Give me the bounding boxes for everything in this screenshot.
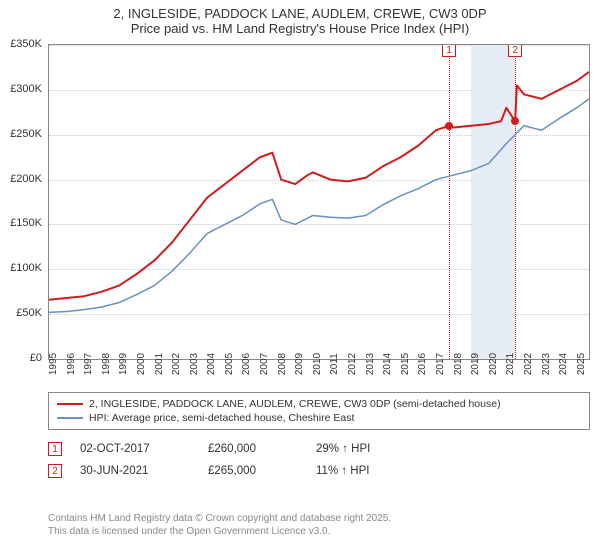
footer-line-1: Contains HM Land Registry data © Crown c… [48,512,590,525]
legend-label: 2, INGLESIDE, PADDOCK LANE, AUDLEM, CREW… [89,398,501,410]
y-tick-label: £350K [10,38,42,50]
x-tick-label: 2015 [400,353,411,375]
x-tick-label: 2008 [277,353,288,375]
x-axis: 1995199619971998199920002001200220032004… [48,360,590,384]
x-tick-label: 2014 [382,353,393,375]
x-tick-label: 2006 [241,353,252,375]
x-tick-label: 2024 [558,353,569,375]
y-tick-label: £200K [10,173,42,185]
page: 2, INGLESIDE, PADDOCK LANE, AUDLEM, CREW… [0,0,600,560]
x-tick-label: 1998 [101,353,112,375]
series-hpi [49,99,589,313]
legend: 2, INGLESIDE, PADDOCK LANE, AUDLEM, CREW… [48,392,590,430]
x-tick-label: 2007 [259,353,270,375]
sale-hpi-delta: 11% ↑ HPI [316,465,369,477]
legend-label: HPI: Average price, semi-detached house,… [89,412,354,424]
x-tick-label: 2004 [206,353,217,375]
plot-region: 12 [48,44,590,360]
x-tick-label: 2011 [329,353,340,375]
x-tick-label: 2003 [189,353,200,375]
x-tick-label: 2009 [294,353,305,375]
sale-price: £265,000 [208,465,298,477]
x-tick-label: 2019 [470,353,481,375]
y-tick-label: £100K [10,262,42,274]
sale-date: 30-JUN-2021 [80,465,190,477]
x-tick-label: 2001 [154,353,165,375]
x-tick-label: 2020 [488,353,499,375]
footer-line-2: This data is licensed under the Open Gov… [48,525,590,538]
title-block: 2, INGLESIDE, PADDOCK LANE, AUDLEM, CREW… [0,0,600,38]
x-tick-label: 2000 [136,353,147,375]
legend-swatch [57,403,83,405]
x-tick-label: 2012 [347,353,358,375]
x-tick-label: 2013 [365,353,376,375]
x-tick-label: 1995 [48,353,59,375]
title-line-1: 2, INGLESIDE, PADDOCK LANE, AUDLEM, CREW… [0,6,600,21]
x-tick-label: 2010 [312,353,323,375]
x-tick-label: 2016 [417,353,428,375]
y-tick-label: £300K [10,83,42,95]
sale-point [445,122,453,130]
legend-item-property: 2, INGLESIDE, PADDOCK LANE, AUDLEM, CREW… [57,397,581,411]
x-tick-label: 2005 [224,353,235,375]
sale-point [511,117,519,125]
legend-swatch [57,417,83,419]
sale-row-1: 1 02-OCT-2017 £260,000 29% ↑ HPI [48,438,590,460]
x-tick-label: 2022 [523,353,534,375]
x-tick-label: 2021 [505,353,516,375]
x-tick-label: 1996 [66,353,77,375]
sales-block: 1 02-OCT-2017 £260,000 29% ↑ HPI 2 30-JU… [48,438,590,482]
x-tick-label: 2018 [453,353,464,375]
series-svg [49,45,589,359]
y-tick-label: £150K [10,217,42,229]
sale-marker-icon: 2 [48,464,62,478]
x-tick-label: 1997 [83,353,94,375]
legend-item-hpi: HPI: Average price, semi-detached house,… [57,411,581,425]
sale-hpi-delta: 29% ↑ HPI [316,443,370,455]
x-tick-label: 2002 [171,353,182,375]
x-tick-label: 2023 [541,353,552,375]
sale-price: £260,000 [208,443,298,455]
footer: Contains HM Land Registry data © Crown c… [48,512,590,538]
title-line-2: Price paid vs. HM Land Registry's House … [0,21,600,36]
x-tick-label: 2017 [435,353,446,375]
chart-area: £0£50K£100K£150K£200K£250K£300K£350K 12 … [48,44,590,384]
y-tick-label: £0 [30,352,42,364]
x-tick-label: 2025 [576,353,587,375]
y-axis: £0£50K£100K£150K£200K£250K£300K£350K [0,44,44,360]
x-tick-label: 1999 [118,353,129,375]
sale-date: 02-OCT-2017 [80,443,190,455]
y-tick-label: £50K [16,307,42,319]
sale-marker-icon: 1 [48,442,62,456]
y-tick-label: £250K [10,128,42,140]
sale-row-2: 2 30-JUN-2021 £265,000 11% ↑ HPI [48,460,590,482]
series-property [49,72,589,300]
